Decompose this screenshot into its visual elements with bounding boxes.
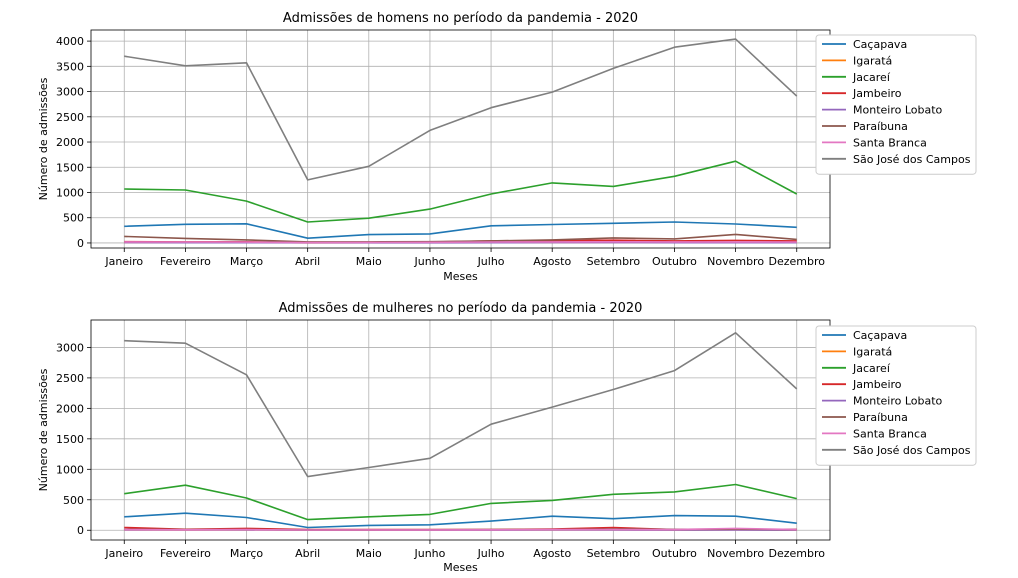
legend-box (815, 325, 977, 466)
legend-label: Monteiro Lobato (853, 395, 943, 408)
plot-frame (90, 29, 831, 249)
x-tick-label: Junho (413, 255, 445, 268)
plot-frame (90, 319, 831, 541)
legend-box (815, 34, 977, 175)
x-tick-label: Julho (477, 547, 505, 560)
series-line-ca-apava (124, 221, 797, 239)
chart-2: Janeiro Fevereiro Março Abril Maio Junho Julho… (37, 301, 977, 574)
grid (91, 30, 830, 248)
x-tick-label: Novembro (707, 255, 764, 268)
y-tick-label: 1000 (56, 463, 84, 476)
y-tick-label: 1500 (56, 161, 84, 174)
legend: Caçapava Igaratá Jacareí Jambeiro Monteiro L… (815, 34, 977, 175)
y-tick-label: 2000 (56, 136, 84, 149)
x-tick-label: Março (230, 547, 264, 560)
x-tick-label: Dezembro (768, 547, 825, 560)
chart-title: Admissões de mulheres no período da pand… (279, 301, 643, 316)
y-tick-label: 0 (77, 524, 84, 537)
grid (91, 320, 830, 540)
x-tick-label: Abril (295, 547, 320, 560)
legend-label: Igaratá (853, 54, 892, 67)
legend-label: Jacareí (852, 71, 891, 84)
series-line-ca-apava (124, 512, 797, 529)
legend-label: Santa Branca (853, 136, 927, 149)
x-axis-label: Meses (443, 270, 478, 283)
y-tick-label: 2500 (56, 372, 84, 385)
x-tick-label: Outubro (652, 255, 697, 268)
y-tick-label: 1500 (56, 433, 84, 446)
x-tick-label: Novembro (707, 547, 764, 560)
y-tick-label: 2500 (56, 111, 84, 124)
x-tick-label: Dezembro (768, 255, 825, 268)
legend-label: São José dos Campos (853, 153, 971, 166)
legend-label: Caçapava (853, 38, 907, 51)
y-tick-label: 1000 (56, 186, 84, 199)
series-line-jacare- (124, 160, 798, 223)
legend-label: Paraíbuna (853, 411, 908, 424)
x-tick-label: Janeiro (104, 255, 143, 268)
legend: Caçapava Igaratá Jacareí Jambeiro Monteiro L… (815, 325, 977, 466)
x-tick-label: Maio (356, 255, 382, 268)
y-tick-label: 2000 (56, 402, 84, 415)
chart-title: Admissões de homens no período da pandem… (283, 11, 638, 26)
x-tick-label: Maio (356, 547, 382, 560)
x-tick-label: Outubro (652, 547, 697, 560)
x-tick-label: Abril (295, 255, 320, 268)
x-axis-label: Meses (443, 561, 478, 574)
y-tick-label: 4000 (56, 35, 84, 48)
series-line-s-o-jos-dos-campos (124, 331, 798, 478)
y-tick-label: 3000 (56, 341, 84, 354)
series-line-jacare- (124, 483, 797, 521)
series-line-santa-branca (124, 527, 797, 531)
x-tick-label: Fevereiro (160, 547, 211, 560)
y-tick-label: 3500 (56, 60, 84, 73)
legend-label: Jacareí (852, 362, 891, 375)
series-line-s-o-jos-dos-campos (124, 38, 798, 181)
x-tick-label: Fevereiro (160, 255, 211, 268)
x-tick-label: Julho (477, 255, 505, 268)
y-axis-label: Número de admissões (37, 368, 50, 491)
x-tick-label: Janeiro (104, 547, 143, 560)
legend-label: Jambeiro (852, 378, 902, 391)
y-tick-label: 500 (63, 494, 84, 507)
x-tick-label: Setembro (587, 547, 641, 560)
legend-label: Jambeiro (852, 87, 902, 100)
legend-label: Monteiro Lobato (853, 104, 943, 117)
legend-label: São José dos Campos (853, 444, 971, 457)
series-line-para-buna (124, 233, 797, 243)
legend-label: Santa Branca (853, 427, 927, 440)
legend-label: Paraíbuna (853, 120, 908, 133)
y-tick-label: 500 (63, 212, 84, 225)
y-tick-label: 0 (77, 237, 84, 250)
legend-label: Caçapava (853, 329, 907, 342)
x-tick-label: Março (230, 255, 264, 268)
x-tick-label: Agosto (533, 547, 571, 560)
y-axis-label: Número de admissões (37, 77, 50, 200)
x-tick-label: Agosto (533, 255, 571, 268)
legend-label: Igaratá (853, 345, 892, 358)
series-line-santa-branca (124, 241, 797, 244)
x-tick-label: Junho (413, 547, 445, 560)
chart-1: Janeiro Fevereiro Março Abril Maio Junho Julho… (37, 11, 977, 283)
y-tick-label: 3000 (56, 86, 84, 99)
x-tick-label: Setembro (587, 255, 641, 268)
